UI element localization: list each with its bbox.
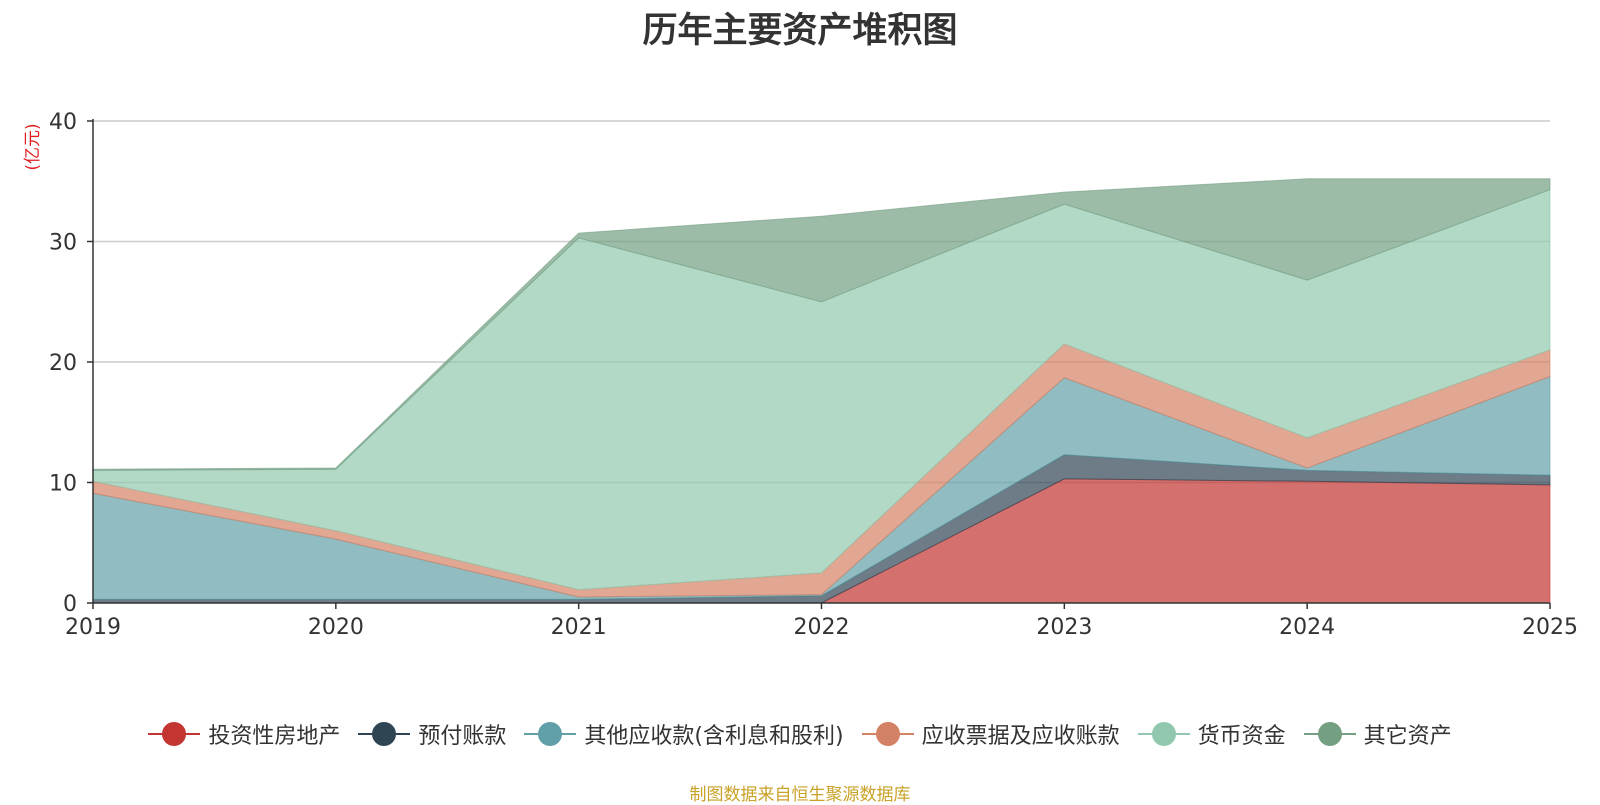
legend-marker-icon: [148, 722, 201, 746]
x-tick-label: 2021: [551, 615, 607, 640]
area-series-5: [92, 178, 1551, 471]
y-tick-label: 10: [49, 472, 77, 497]
legend-item[interactable]: 其他应收款(含利息和股利): [524, 718, 844, 750]
y-tick-label: 20: [49, 351, 77, 376]
legend-label: 应收票据及应收账款: [921, 724, 1120, 749]
y-tick-label: 40: [49, 110, 77, 135]
y-tick-label: 0: [63, 592, 77, 617]
legend-marker-icon: [1303, 722, 1356, 746]
x-tick-label: 2025: [1522, 615, 1578, 640]
stacked-areas: [92, 178, 1551, 604]
legend-item[interactable]: 投资性房地产: [148, 718, 340, 750]
legend-marker-icon: [1137, 722, 1190, 746]
legend-label: 投资性房地产: [208, 724, 341, 749]
legend-item[interactable]: 其它资产: [1303, 718, 1452, 750]
legend-item[interactable]: 预付账款: [358, 718, 506, 750]
x-tick-label: 2019: [65, 615, 121, 640]
x-tick-label: 2023: [1036, 615, 1092, 640]
legend-marker-icon: [358, 722, 411, 746]
x-tick-label: 2022: [794, 615, 850, 640]
legend-label: 预付账款: [418, 724, 507, 749]
x-tick-label: 2024: [1279, 615, 1335, 640]
legend-marker-icon: [524, 722, 577, 746]
legend-item[interactable]: 货币资金: [1137, 718, 1286, 750]
legend: 投资性房地产 预付账款 其他应收款(含利息和股利) 应收票据及应收账款 货币资金 其它资产: [0, 718, 1600, 750]
legend-item[interactable]: 应收票据及应收账款: [861, 718, 1120, 750]
y-axis-label: (亿元): [23, 123, 43, 170]
axes: 0 10 20 30 40 2019 2020 2021 2022 2023 2024 2025: [49, 110, 1578, 640]
legend-marker-icon: [861, 722, 914, 746]
legend-label: 其它资产: [1363, 724, 1452, 749]
chart-title: 历年主要资产堆积图: [642, 11, 958, 51]
legend-label: 其他应收款(含利息和股利): [584, 724, 844, 749]
x-tick-label: 2020: [308, 615, 364, 640]
source-note: 制图数据来自恒生聚源数据库: [689, 785, 911, 805]
y-tick-label: 30: [49, 231, 77, 256]
legend-label: 货币资金: [1197, 724, 1286, 749]
